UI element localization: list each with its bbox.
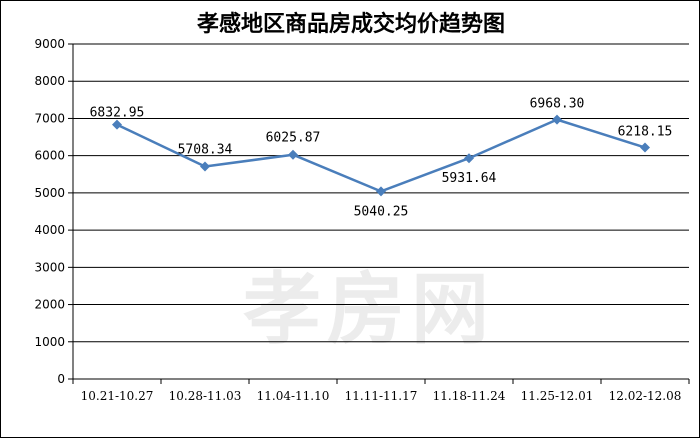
data-label: 5708.34: [178, 143, 233, 158]
y-tick-label: 2000: [34, 298, 65, 312]
axes: [72, 44, 689, 380]
x-tick-label: 10.21-10.27: [81, 389, 154, 403]
x-tick-label: 10.28-11.03: [169, 389, 242, 403]
y-tick-label: 0: [57, 372, 65, 386]
chart-title: 孝感地区商品房成交均价趋势图: [196, 11, 505, 37]
x-tick-label: 11.04-11.10: [257, 389, 330, 403]
data-label: 6968.30: [530, 97, 585, 112]
data-label: 5931.64: [442, 171, 497, 186]
watermark: 孝房网: [243, 265, 495, 355]
gridlines: [73, 43, 689, 343]
y-tick-label: 8000: [34, 74, 65, 88]
data-labels: 6832.95 5708.34 6025.87 5040.25 5931.64 6968.…: [90, 97, 673, 220]
data-point: [640, 142, 650, 153]
y-tick-label: 5000: [34, 186, 65, 200]
data-label: 6832.95: [90, 106, 145, 121]
x-axis-ticks: 10.21-10.27 10.28-11.03 11.04-11.10 11.11-1…: [72, 379, 690, 403]
data-point: [112, 119, 122, 130]
data-label: 6025.87: [266, 131, 321, 146]
y-tick-label: 7000: [34, 111, 65, 125]
data-label: 5040.25: [354, 204, 409, 219]
x-tick-label: 11.18-11.24: [433, 389, 506, 403]
data-label: 6218.15: [618, 125, 673, 140]
y-tick-label: 6000: [34, 149, 65, 163]
data-point: [552, 114, 562, 125]
y-tick-label: 4000: [34, 223, 65, 237]
y-tick-label: 9000: [34, 37, 65, 51]
x-tick-label: 11.11-11.17: [345, 389, 418, 403]
x-tick-label: 12.02-12.08: [609, 389, 682, 403]
data-point: [200, 161, 210, 172]
y-tick-label: 3000: [34, 260, 65, 274]
x-tick-label: 11.25-12.01: [521, 389, 594, 403]
data-point: [288, 149, 298, 160]
series-layer: [112, 114, 650, 197]
data-point: [464, 153, 474, 164]
data-point: [376, 186, 386, 197]
y-axis-ticks: 0 1000 2000 3000 4000 5000 6000 7000 8000 9000: [34, 37, 73, 386]
y-tick-label: 1000: [34, 335, 65, 349]
